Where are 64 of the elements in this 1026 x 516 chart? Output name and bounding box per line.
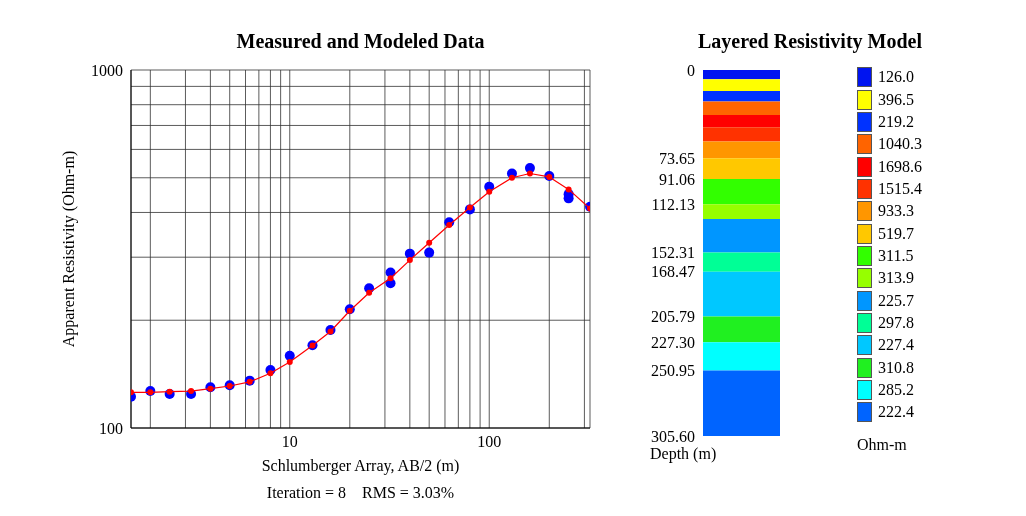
bar bbox=[703, 204, 780, 220]
y-tick-label: 1000 bbox=[91, 61, 123, 79]
y-tick-label: 73.65 bbox=[659, 149, 695, 167]
point bbox=[286, 358, 293, 365]
point bbox=[166, 388, 173, 395]
bar bbox=[703, 158, 780, 180]
legend-label: 519.7 bbox=[878, 224, 914, 243]
y-tick-label: 168.47 bbox=[651, 263, 695, 281]
bar bbox=[703, 79, 780, 92]
bar bbox=[703, 127, 780, 142]
text: Iteration = 8 RMS = 3.03% bbox=[265, 484, 456, 502]
bar bbox=[703, 70, 780, 80]
point bbox=[526, 170, 533, 177]
point bbox=[486, 188, 493, 195]
bar bbox=[703, 101, 780, 115]
point bbox=[466, 204, 473, 211]
legend-title: Ohm-m bbox=[857, 435, 908, 454]
legend-label: 1698.6 bbox=[878, 157, 922, 176]
point bbox=[267, 370, 274, 377]
legend-label: 285.2 bbox=[878, 380, 914, 399]
legend-label: 1040.3 bbox=[878, 135, 922, 154]
bar bbox=[703, 271, 780, 317]
point bbox=[366, 289, 373, 296]
y-tick-label: 250.95 bbox=[651, 362, 695, 380]
legend-label: 227.4 bbox=[878, 336, 914, 355]
legend-label: 1515.4 bbox=[878, 179, 922, 198]
bar bbox=[703, 114, 780, 128]
bar bbox=[703, 179, 780, 205]
point bbox=[426, 239, 433, 246]
point bbox=[565, 186, 572, 193]
y-axis-title: Apparent Resistivity (Ohm-m) bbox=[59, 150, 78, 348]
bar bbox=[703, 316, 780, 343]
y-tick-label: 227.30 bbox=[651, 333, 695, 351]
point bbox=[406, 257, 413, 264]
y-tick-label: 152.31 bbox=[651, 244, 695, 262]
point bbox=[188, 388, 195, 395]
point bbox=[387, 275, 394, 282]
y-tick-label: 0 bbox=[687, 61, 695, 79]
bar bbox=[703, 252, 780, 272]
y-tick-label: 91.06 bbox=[659, 170, 695, 188]
y-tick-label: 112.13 bbox=[651, 195, 695, 213]
x-axis-title: Schlumberger Array, AB/2 (m) bbox=[261, 457, 460, 475]
point bbox=[446, 222, 453, 229]
y-tick-label: 305.60 bbox=[651, 427, 695, 445]
bar bbox=[703, 342, 780, 371]
y-tick-label: 205.79 bbox=[651, 308, 695, 326]
legend-label: 126.0 bbox=[878, 68, 914, 87]
text: 222.4 bbox=[878, 403, 914, 422]
legend-label: 396.5 bbox=[878, 90, 914, 109]
y-axis-title: Depth (m) bbox=[650, 445, 717, 463]
bar bbox=[703, 91, 780, 102]
chart-title: Measured and Modeled Data bbox=[235, 30, 486, 53]
chart-title: Layered Resistivity Model bbox=[696, 30, 923, 53]
legend-label: 933.3 bbox=[878, 202, 914, 221]
legend-label: 311.5 bbox=[878, 246, 914, 265]
legend-label: 313.9 bbox=[878, 269, 914, 288]
legend-label: 219.2 bbox=[878, 112, 914, 131]
legend-label: 310.8 bbox=[878, 358, 914, 377]
bar bbox=[703, 219, 780, 253]
bar bbox=[703, 370, 780, 436]
legend-label: 225.7 bbox=[878, 291, 914, 310]
x-tick-label: 10 bbox=[281, 433, 298, 451]
legend-label: 297.8 bbox=[878, 313, 914, 332]
bar bbox=[703, 141, 780, 159]
